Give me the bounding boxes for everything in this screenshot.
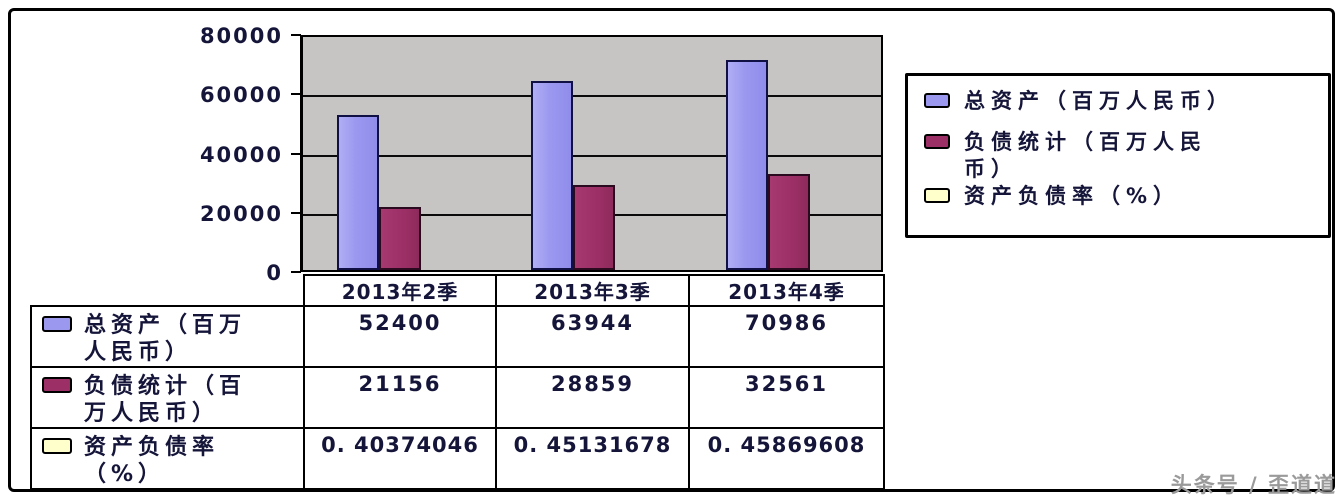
table-cell: 70986 (688, 305, 885, 368)
row-label: 负债统计（百 万人民币） (84, 374, 247, 426)
bar-total-assets-2013q2 (337, 115, 379, 270)
table-cell: 63944 (495, 305, 690, 368)
chart-data-table: 2013年2季 2013年3季 2013年4季 总资产（百万 人民币） 5240… (30, 274, 885, 490)
plot-area (300, 35, 883, 272)
category-header: 2013年3季 (495, 274, 690, 307)
legend-key-icon (924, 93, 950, 108)
y-axis-tick-label: 80000 (199, 24, 283, 48)
table-cell: 52400 (303, 305, 497, 368)
y-axis-tick-mark (291, 211, 301, 214)
y-axis-tick-label: 20000 (199, 201, 283, 226)
y-axis-tick-label: 0 (266, 261, 283, 285)
y-axis-tick-mark (291, 271, 301, 273)
legend-key-icon (924, 134, 950, 149)
category-header: 2013年2季 (303, 274, 497, 307)
watermark-text: 头条号 / 歪道道 (1170, 473, 1337, 497)
series-key-icon (42, 438, 72, 454)
bar-total-assets-2013q4 (726, 60, 768, 270)
chart-legend: 总资产（百万人民币） 负债统计（百万人民 币） 资产负债率（%） (905, 73, 1331, 238)
table-row-debt-ratio: 资产负债率 （%） 0. 40374046 0. 45131678 0. 458… (30, 427, 885, 490)
gridline (303, 95, 881, 98)
legend-label: 负债统计（百万人民 币） (964, 130, 1207, 181)
legend-item-debt-ratio: 资产负债率（%） (922, 183, 1318, 210)
series-key-icon (42, 377, 72, 393)
y-axis-tick-label: 40000 (199, 142, 283, 167)
y-axis-tick-mark (291, 152, 301, 155)
row-label: 资产负债率 （%） (84, 435, 220, 487)
table-cell: 0. 40374046 (303, 427, 497, 490)
y-axis-tick-mark (291, 93, 301, 96)
legend-key-icon (924, 188, 950, 203)
table-cell: 28859 (495, 366, 690, 429)
empty-corner-cell (31, 275, 304, 306)
legend-label: 总资产（百万人民币） (964, 89, 1234, 113)
table-cell: 0. 45869608 (688, 427, 885, 490)
row-label-cell: 负债统计（百 万人民币） (30, 366, 305, 429)
bar-liabilities-2013q3 (573, 185, 615, 270)
legend-item-liabilities: 负债统计（百万人民 币） (922, 129, 1318, 183)
row-label-cell: 资产负债率 （%） (30, 427, 305, 490)
legend-item-total-assets: 总资产（百万人民币） (922, 88, 1318, 115)
bar-liabilities-2013q4 (768, 174, 810, 270)
bar-total-assets-2013q3 (531, 81, 573, 270)
category-header-row: 2013年2季 2013年3季 2013年4季 (31, 274, 885, 307)
table-row-total-assets: 总资产（百万 人民币） 52400 63944 70986 (30, 305, 885, 368)
table-cell: 21156 (303, 366, 497, 429)
row-label-cell: 总资产（百万 人民币） (30, 305, 305, 368)
legend-label: 资产负债率（%） (964, 184, 1181, 208)
table-cell: 0. 45131678 (495, 427, 690, 490)
row-label: 总资产（百万 人民币） (84, 313, 247, 365)
bar-liabilities-2013q2 (379, 207, 421, 270)
table-row-liabilities: 负债统计（百 万人民币） 21156 28859 32561 (30, 366, 885, 429)
table-cell: 32561 (688, 366, 885, 429)
series-key-icon (42, 316, 72, 332)
gridline (303, 154, 881, 157)
category-header: 2013年4季 (688, 274, 885, 307)
y-axis-tick-label: 60000 (199, 83, 283, 108)
y-axis-tick-mark (291, 34, 301, 36)
